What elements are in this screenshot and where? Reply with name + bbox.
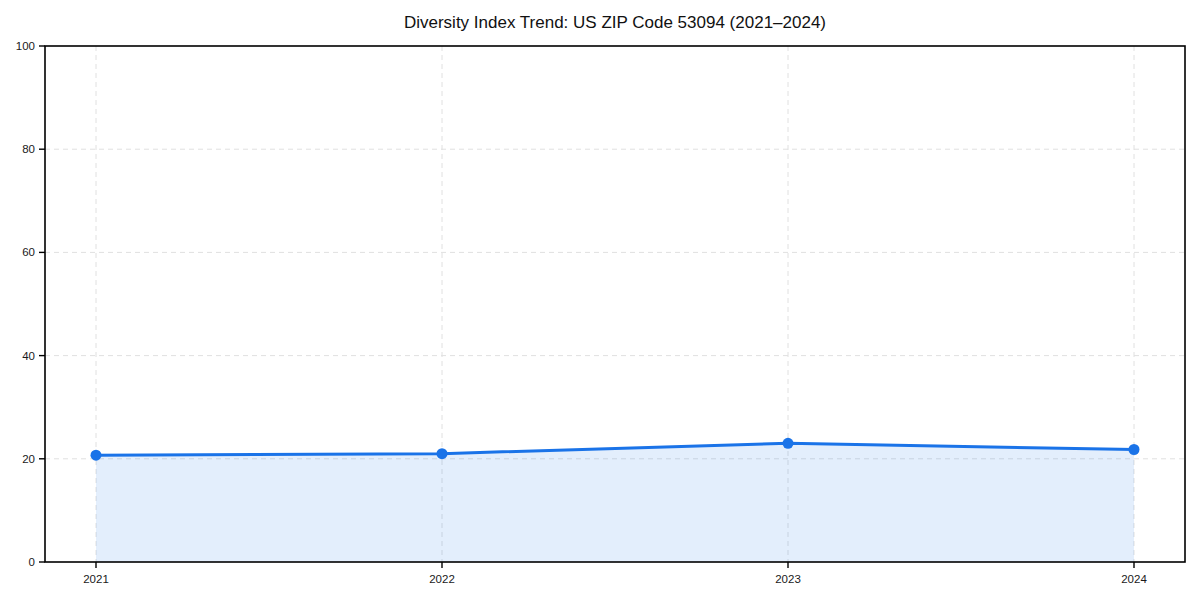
y-tick-label: 20 (22, 453, 35, 465)
y-tick-label: 80 (22, 143, 35, 155)
chart-canvas: 0 20 40 60 80 100 2021 2022 2023 2024 (0, 0, 1200, 600)
x-tick-label: 2024 (1121, 573, 1147, 585)
data-point-marker (437, 448, 448, 459)
chart-title: Diversity Index Trend: US ZIP Code 53094… (45, 13, 1185, 33)
x-tick-label: 2023 (775, 573, 801, 585)
diversity-index-trend-chart: Diversity Index Trend: US ZIP Code 53094… (0, 0, 1200, 600)
y-tick-label: 0 (29, 556, 35, 568)
x-tick-label: 2021 (83, 573, 109, 585)
area-fill (96, 443, 1134, 562)
data-point-marker (1129, 444, 1140, 455)
x-tick-label: 2022 (429, 573, 455, 585)
data-point-marker (783, 438, 794, 449)
y-tick-label: 40 (22, 350, 35, 362)
y-tick-label: 60 (22, 246, 35, 258)
data-point-marker (91, 450, 102, 461)
y-tick-label: 100 (16, 40, 35, 52)
